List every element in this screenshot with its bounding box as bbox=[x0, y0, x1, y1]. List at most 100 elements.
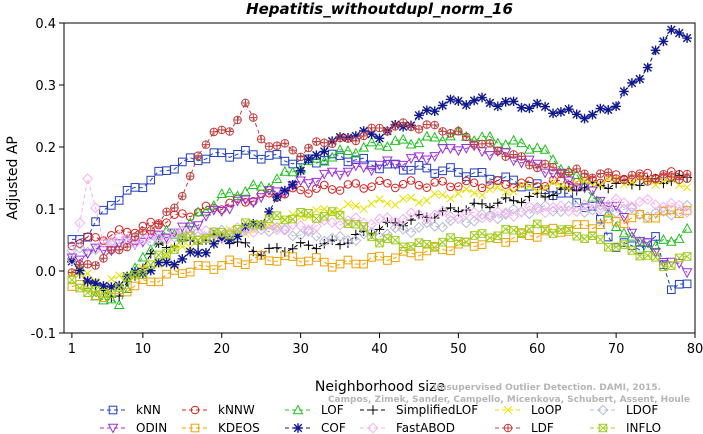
data-point bbox=[414, 209, 424, 220]
data-point bbox=[74, 217, 86, 229]
legend: kNN kNNW LOF SimplifiedLOF LoOP LDOF ODIN KDEOS… bbox=[100, 403, 661, 434]
data-point bbox=[571, 183, 583, 194]
y-tick-label: 0.2 bbox=[35, 141, 56, 156]
data-point bbox=[225, 127, 234, 136]
data-point bbox=[657, 201, 669, 213]
data-point bbox=[303, 179, 314, 190]
data-point bbox=[312, 214, 321, 223]
data-point bbox=[588, 231, 597, 240]
data-point bbox=[650, 240, 661, 250]
data-point bbox=[98, 294, 109, 305]
data-point bbox=[200, 211, 212, 222]
data-point bbox=[192, 230, 204, 242]
data-point bbox=[634, 209, 646, 221]
data-point bbox=[563, 176, 575, 187]
data-point bbox=[446, 194, 455, 203]
data-point bbox=[241, 146, 250, 155]
data-point bbox=[178, 242, 187, 251]
data-point bbox=[525, 176, 534, 186]
x-tick-label: 20 bbox=[213, 342, 230, 357]
data-point bbox=[665, 257, 677, 268]
data-point bbox=[658, 36, 669, 47]
data-point bbox=[90, 244, 102, 256]
data-point bbox=[343, 255, 353, 265]
data-point bbox=[351, 136, 361, 146]
data-point bbox=[525, 160, 534, 170]
data-point bbox=[421, 213, 433, 225]
data-point bbox=[548, 108, 558, 119]
data-point bbox=[579, 183, 590, 194]
data-point bbox=[367, 199, 376, 208]
data-point bbox=[209, 127, 219, 137]
data-point bbox=[579, 113, 590, 124]
data-point bbox=[342, 215, 354, 227]
data-point bbox=[460, 144, 472, 154]
data-point bbox=[241, 260, 250, 270]
data-point bbox=[414, 198, 424, 207]
data-point bbox=[650, 45, 661, 56]
data-point bbox=[405, 207, 417, 219]
legend-marker bbox=[293, 423, 303, 433]
data-point bbox=[107, 245, 116, 255]
data-point bbox=[334, 230, 346, 242]
data-point bbox=[477, 240, 487, 249]
data-point bbox=[658, 178, 669, 189]
data-point bbox=[343, 200, 353, 209]
data-point bbox=[304, 208, 313, 218]
data-point bbox=[154, 277, 163, 287]
data-point bbox=[493, 101, 503, 112]
data-point bbox=[255, 193, 267, 204]
data-point bbox=[185, 171, 195, 181]
data-point bbox=[113, 239, 125, 250]
data-point bbox=[232, 196, 243, 207]
data-point bbox=[381, 212, 393, 224]
data-point bbox=[359, 259, 369, 269]
data-point bbox=[445, 144, 456, 154]
data-point bbox=[446, 163, 455, 172]
data-point bbox=[533, 186, 542, 195]
data-point bbox=[485, 185, 495, 194]
legend-label: FastABOD bbox=[396, 421, 455, 434]
legend-label: LOF bbox=[321, 403, 344, 417]
data-point bbox=[162, 249, 171, 258]
x-axis: 1 10 20 30 40 50 60 70 80 bbox=[68, 333, 703, 357]
data-point bbox=[185, 235, 195, 246]
data-point bbox=[138, 226, 148, 236]
data-point bbox=[280, 215, 290, 225]
data-point bbox=[618, 227, 630, 238]
data-point bbox=[602, 199, 614, 211]
data-point bbox=[374, 160, 385, 171]
data-point bbox=[193, 235, 203, 245]
data-point bbox=[145, 265, 156, 276]
data-point bbox=[389, 160, 401, 171]
data-point bbox=[263, 186, 275, 196]
data-point bbox=[343, 238, 353, 248]
data-point bbox=[682, 33, 692, 43]
legend-item-cof: COF bbox=[285, 421, 346, 434]
data-point bbox=[659, 262, 668, 272]
data-point bbox=[501, 238, 510, 247]
data-point bbox=[469, 178, 479, 188]
data-point bbox=[366, 218, 378, 230]
data-point bbox=[430, 189, 439, 199]
data-point bbox=[445, 130, 456, 141]
data-point bbox=[603, 232, 613, 242]
data-point bbox=[642, 238, 654, 249]
data-point bbox=[485, 98, 495, 108]
data-point bbox=[178, 191, 187, 201]
data-point bbox=[240, 185, 251, 196]
data-point bbox=[667, 261, 676, 270]
data-point bbox=[667, 285, 676, 295]
data-point bbox=[319, 238, 330, 249]
data-point bbox=[580, 176, 589, 185]
data-point bbox=[91, 261, 100, 270]
data-point bbox=[375, 176, 384, 186]
data-point bbox=[138, 268, 148, 279]
data-point bbox=[619, 240, 629, 249]
data-point bbox=[389, 135, 401, 145]
data-point bbox=[201, 154, 211, 164]
data-point bbox=[596, 181, 605, 190]
data-point bbox=[500, 207, 512, 219]
data-point bbox=[185, 267, 195, 277]
data-point bbox=[295, 229, 307, 241]
